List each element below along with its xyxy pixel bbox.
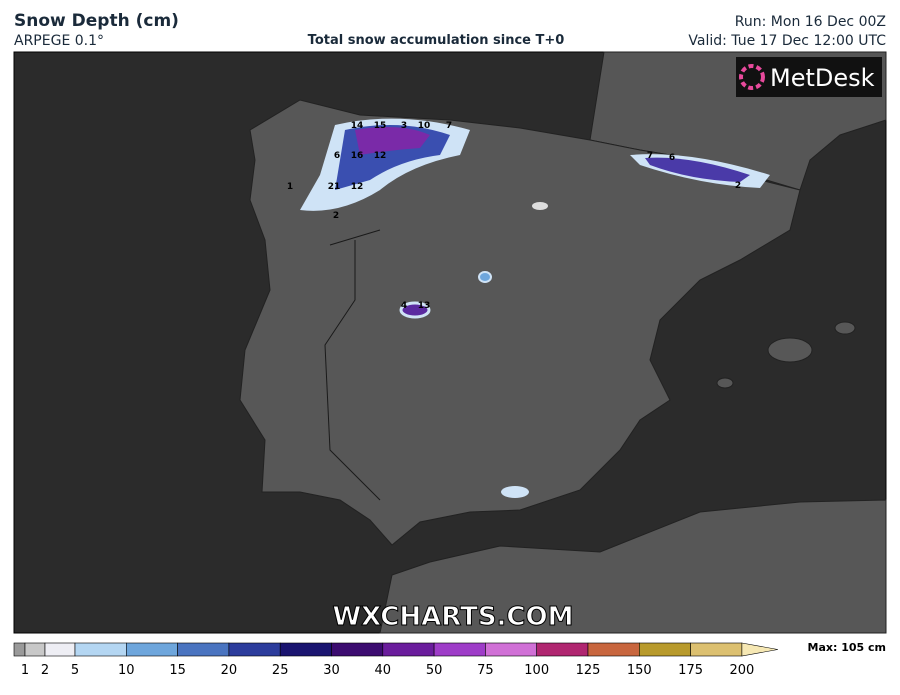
legend-swatch	[433, 642, 486, 657]
legend-tick-label: 2	[41, 663, 49, 678]
watermark: WXCHARTS.COM	[332, 602, 573, 632]
legend-swatch	[331, 642, 384, 657]
legend-swatch	[126, 642, 178, 657]
legend-swatch	[485, 642, 537, 657]
border	[324, 229, 381, 501]
legend-swatch	[228, 642, 281, 657]
map-label: 6	[334, 151, 340, 161]
map-label: 14	[351, 121, 364, 131]
legend-arrow	[741, 642, 778, 657]
map-label: 16	[351, 151, 364, 161]
legend-swatch	[44, 642, 76, 657]
island	[834, 321, 856, 335]
legend-tick-label: 150	[627, 663, 652, 678]
logo-box	[736, 57, 882, 97]
legend-swatch	[587, 642, 640, 657]
legend-swatch	[177, 642, 230, 657]
subtitle: Total snow accumulation since T+0	[308, 33, 565, 48]
legend-swatch	[638, 642, 691, 657]
logo-icon	[739, 64, 765, 90]
map-label: 2	[333, 211, 339, 221]
legend-swatch	[690, 642, 743, 657]
legend-tick-label: 5	[71, 663, 79, 678]
snow	[478, 271, 492, 283]
legend-swatch	[536, 642, 589, 657]
legend-tick-label: 50	[426, 663, 443, 678]
legend-tick-label: 200	[729, 663, 754, 678]
island	[716, 377, 734, 389]
map-label: 21	[328, 182, 341, 192]
run: Run: Mon 16 Dec 00Z	[735, 14, 886, 30]
logo: MetDesk	[770, 64, 875, 92]
title: Snow Depth (cm)	[14, 11, 179, 31]
legend-swatch	[24, 642, 46, 657]
legend-swatch	[74, 642, 127, 657]
snow	[532, 202, 548, 210]
africa	[379, 499, 887, 634]
snow	[501, 486, 529, 498]
legend-tick-label: 25	[272, 663, 289, 678]
island	[767, 337, 813, 363]
legend-swatch	[382, 642, 435, 657]
map-label: 1	[287, 182, 293, 192]
map-label: 15	[374, 121, 387, 131]
legend-tick-label: 175	[678, 663, 703, 678]
legend-tick-label: 1	[21, 663, 29, 678]
map-label: 10	[418, 121, 431, 131]
snow	[645, 157, 750, 182]
legend-tick-label: 100	[524, 663, 549, 678]
map-label: 3	[401, 121, 407, 131]
legend-tick-label: 15	[169, 663, 186, 678]
valid: Valid: Tue 17 Dec 12:00 UTC	[688, 33, 886, 49]
map-label: 12	[351, 182, 364, 192]
legend-tick-label: 75	[477, 663, 494, 678]
legend-max: Max: 105 cm	[808, 641, 886, 654]
snow	[399, 301, 431, 319]
legend-tick-label: 125	[576, 663, 601, 678]
map: MetDesk WXCHARTS.COM	[13, 51, 887, 634]
legend-tick-label: 40	[375, 663, 392, 678]
map-label: 12	[374, 151, 387, 161]
legend: Max: 105 cm 1 2 5 10 15 20 25 30 40 50 75 100 125 150…	[13, 641, 886, 678]
model: ARPEGE 0.1°	[14, 33, 104, 49]
legend-swatch	[13, 642, 26, 657]
snow	[355, 126, 430, 155]
map-label: 4	[401, 301, 407, 311]
legend-tick-label: 10	[118, 663, 135, 678]
map-label: 2	[735, 181, 741, 191]
legend-tick-label: 20	[221, 663, 238, 678]
map-label: 7	[446, 121, 452, 131]
iberia	[239, 99, 801, 546]
map-label: 6	[669, 153, 675, 163]
legend-tick-label: 30	[323, 663, 340, 678]
map-label: 7	[647, 151, 653, 161]
map-label: 13	[418, 301, 431, 311]
legend-swatch	[279, 642, 332, 657]
